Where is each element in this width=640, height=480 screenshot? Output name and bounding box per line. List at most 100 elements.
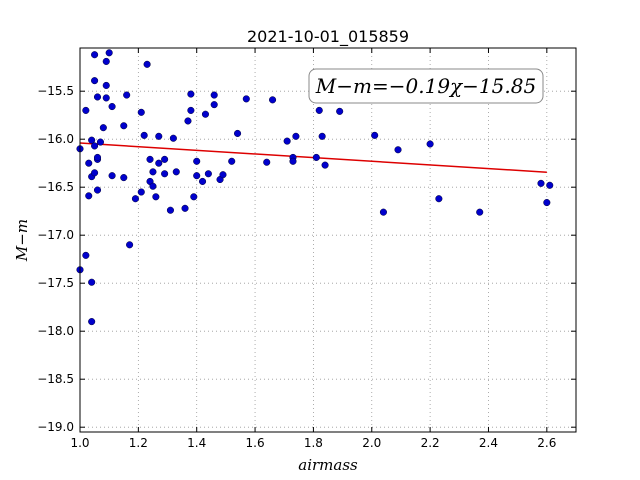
data-point bbox=[126, 241, 134, 249]
y-axis-label: M−m bbox=[13, 219, 31, 262]
data-point bbox=[93, 186, 102, 194]
fit-annotation: M−m=−0.19χ−15.85 bbox=[308, 68, 544, 104]
data-point bbox=[91, 169, 99, 177]
data-point bbox=[88, 318, 96, 326]
data-point bbox=[93, 153, 102, 161]
data-point bbox=[166, 206, 174, 214]
data-point bbox=[140, 131, 148, 139]
x-axis-label: airmass bbox=[298, 456, 358, 474]
data-point bbox=[242, 95, 250, 103]
fit-annotation-box bbox=[308, 68, 544, 104]
data-point bbox=[161, 155, 169, 163]
data-point bbox=[204, 170, 212, 178]
data-point bbox=[91, 77, 99, 85]
data-point bbox=[105, 49, 113, 57]
data-point bbox=[161, 170, 169, 178]
ticks: 1.0 1.2 1.4 1.6 1.8 2.0 2.2 2.4 2.6 −15.5 −16.0 −16… bbox=[37, 48, 576, 450]
data-point bbox=[312, 153, 320, 161]
data-point bbox=[321, 161, 329, 169]
data-point bbox=[228, 157, 236, 165]
y-tick-label: −15.5 bbox=[37, 84, 74, 98]
data-point bbox=[155, 159, 163, 167]
points-layer bbox=[76, 49, 554, 326]
data-point bbox=[435, 195, 443, 203]
x-tick-label: 1.0 bbox=[70, 436, 89, 450]
data-point bbox=[181, 204, 189, 212]
data-point bbox=[85, 192, 93, 200]
y-tick-label: −17.0 bbox=[37, 228, 74, 242]
data-point bbox=[263, 158, 271, 166]
data-point bbox=[149, 168, 157, 176]
data-point bbox=[123, 91, 131, 99]
x-tick-label: 1.8 bbox=[304, 436, 323, 450]
y-tick-label: −16.0 bbox=[37, 132, 74, 146]
x-tick-label: 2.0 bbox=[362, 436, 381, 450]
y-tick-label: −17.5 bbox=[37, 276, 74, 290]
data-point bbox=[289, 157, 297, 165]
fit-equation: M−m=−0.19χ−15.85 bbox=[315, 74, 536, 98]
data-point bbox=[187, 90, 195, 98]
data-point bbox=[169, 134, 177, 142]
data-point bbox=[91, 51, 99, 59]
x-tick-label: 2.2 bbox=[421, 436, 440, 450]
y-tick-label: −18.5 bbox=[37, 372, 74, 386]
data-point bbox=[379, 208, 387, 216]
data-point bbox=[198, 177, 207, 185]
x-tick-label: 2.4 bbox=[479, 436, 498, 450]
data-point bbox=[88, 278, 96, 286]
data-point bbox=[426, 140, 434, 148]
data-point bbox=[172, 168, 180, 176]
chart-title: 2021-10-01_015859 bbox=[247, 27, 409, 47]
data-point bbox=[137, 108, 145, 116]
data-point bbox=[102, 94, 110, 102]
data-point bbox=[371, 131, 379, 139]
data-point bbox=[149, 182, 157, 190]
data-point bbox=[91, 142, 99, 150]
data-point bbox=[190, 193, 198, 201]
data-point bbox=[102, 57, 110, 65]
data-point bbox=[120, 122, 128, 130]
data-point bbox=[292, 132, 300, 140]
data-point bbox=[99, 124, 107, 132]
data-point bbox=[155, 132, 163, 140]
y-tick-label: −18.0 bbox=[37, 324, 74, 338]
data-point bbox=[96, 138, 104, 146]
data-point bbox=[152, 193, 160, 201]
data-point bbox=[234, 129, 242, 137]
data-point bbox=[219, 171, 227, 179]
data-point bbox=[85, 159, 93, 167]
x-tick-label: 1.2 bbox=[129, 436, 148, 450]
x-tick-label: 1.6 bbox=[246, 436, 265, 450]
data-point bbox=[108, 172, 116, 180]
data-point bbox=[336, 107, 344, 115]
data-point bbox=[283, 137, 291, 145]
data-point bbox=[88, 136, 96, 144]
data-point bbox=[543, 199, 551, 207]
data-point bbox=[93, 93, 102, 101]
data-point bbox=[82, 251, 90, 259]
plot-frame bbox=[79, 47, 577, 433]
data-point bbox=[184, 117, 192, 125]
data-point bbox=[82, 106, 90, 114]
data-point bbox=[201, 110, 210, 118]
x-tick-label: 1.4 bbox=[187, 436, 206, 450]
y-tick-label: −19.0 bbox=[37, 420, 74, 434]
data-point bbox=[102, 81, 110, 89]
grid bbox=[79, 48, 576, 432]
plot-area bbox=[80, 48, 576, 432]
data-point bbox=[120, 174, 128, 182]
data-point bbox=[146, 155, 154, 163]
data-point bbox=[137, 188, 145, 196]
data-point bbox=[318, 132, 326, 140]
data-point bbox=[187, 106, 195, 114]
data-point bbox=[108, 103, 116, 111]
data-point bbox=[193, 157, 201, 165]
data-point bbox=[131, 195, 139, 203]
data-point bbox=[269, 96, 277, 104]
data-point bbox=[210, 91, 218, 99]
data-point bbox=[315, 106, 323, 114]
data-point bbox=[476, 208, 484, 216]
y-tick-label: −16.5 bbox=[37, 180, 74, 194]
data-point bbox=[546, 181, 554, 189]
